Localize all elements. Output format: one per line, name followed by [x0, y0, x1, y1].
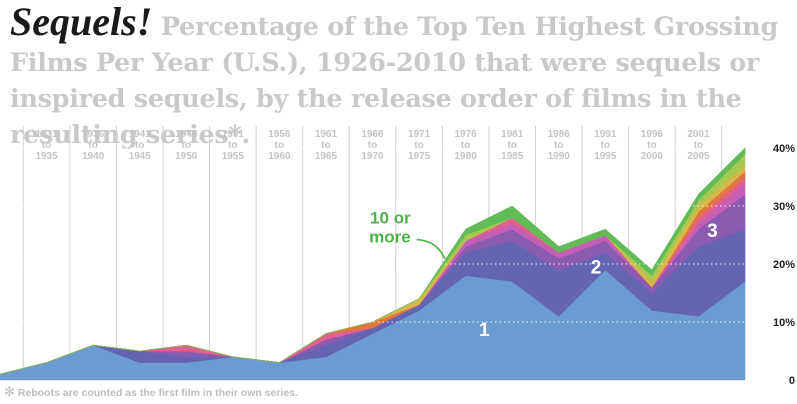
era-label-to: to — [88, 140, 97, 151]
era-label-end: 1950 — [175, 151, 198, 162]
era-label-start: 1971 — [408, 129, 431, 140]
era-label-end: 1995 — [594, 151, 617, 162]
era-label-to: to — [694, 140, 703, 151]
y-tick-label: 10% — [773, 317, 795, 329]
era-label-start: 1956 — [268, 129, 291, 140]
era-label-end: 1970 — [361, 151, 384, 162]
y-axis-ticks: 0 10% 20% 30% 40% — [773, 143, 795, 387]
era-label-to: to — [601, 140, 610, 151]
era-label-to: to — [368, 140, 377, 151]
era-label-start: 1946 — [175, 129, 198, 140]
era-label-start: 2001 — [687, 129, 710, 140]
era-label-start: 1961 — [315, 129, 338, 140]
era-label-end: 1940 — [82, 151, 105, 162]
era-label-to: to — [182, 140, 191, 151]
callout-text-line: more — [369, 228, 411, 247]
asterisk-icon: ✻ — [4, 385, 15, 400]
era-label-start: 1951 — [222, 129, 245, 140]
series-labels: 1 2 3 — [479, 221, 718, 341]
footnote: ✻ Reboots are counted as the first film i… — [4, 385, 298, 400]
series-label-2: 2 — [591, 257, 602, 278]
era-label-end: 1945 — [129, 151, 152, 162]
era-label-start: 1986 — [548, 129, 571, 140]
era-label-to: to — [135, 140, 144, 151]
era-label-start: 1936 — [82, 129, 105, 140]
series-label-3: 3 — [707, 221, 718, 242]
era-label-start: 1931 — [35, 129, 58, 140]
era-label-start: 1976 — [455, 129, 478, 140]
footnote-text: Reboots are counted as the first film in… — [17, 387, 298, 399]
area-series-10-or-more — [0, 147, 746, 375]
era-label-to: to — [228, 140, 237, 151]
era-label-end: 2000 — [641, 151, 664, 162]
era-label-end: 2005 — [687, 151, 710, 162]
era-label-end: 1980 — [455, 151, 478, 162]
era-label-to: to — [507, 140, 516, 151]
era-label-start: 1991 — [594, 129, 617, 140]
y-tick-label: 20% — [773, 259, 795, 271]
stacked-areas — [0, 147, 746, 381]
era-label-start: 1981 — [501, 129, 524, 140]
callout-text-line: 10 or — [370, 209, 411, 228]
chart-title: Sequels! — [10, 0, 153, 44]
era-labels: 1931to19351936to19401941to19451946to1950… — [35, 129, 710, 162]
era-label-to: to — [275, 140, 284, 151]
era-label-end: 1960 — [268, 151, 291, 162]
horizontal-gridlines — [0, 147, 765, 323]
series-label-1: 1 — [479, 320, 490, 341]
era-label-to: to — [554, 140, 563, 151]
callout-pointer — [416, 238, 446, 259]
era-label-end: 1990 — [548, 151, 571, 162]
era-label-to: to — [647, 140, 656, 151]
era-label-end: 1975 — [408, 151, 431, 162]
era-label-end: 1965 — [315, 151, 338, 162]
era-label-to: to — [414, 140, 423, 151]
era-label-end: 1955 — [222, 151, 245, 162]
era-label-to: to — [42, 140, 51, 151]
chart-header: Sequels! Percentage of the Top Ten Highe… — [10, 2, 785, 153]
era-label-start: 1941 — [129, 129, 152, 140]
era-label-end: 1935 — [35, 151, 58, 162]
era-label-start: 1996 — [641, 129, 664, 140]
y-tick-label: 30% — [773, 201, 795, 213]
chart-subtitle: Percentage of the Top Ten Highest Grossi… — [10, 12, 779, 150]
y-tick-label: 40% — [773, 143, 795, 155]
era-label-end: 1985 — [501, 151, 524, 162]
y-tick-label: 0 — [789, 375, 795, 387]
era-label-start: 1966 — [361, 129, 384, 140]
era-label-to: to — [461, 140, 470, 151]
era-label-to: to — [321, 140, 330, 151]
